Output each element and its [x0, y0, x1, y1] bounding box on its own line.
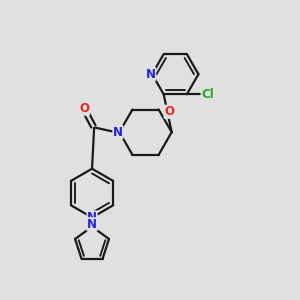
Text: N: N	[87, 218, 97, 231]
Text: O: O	[164, 105, 174, 118]
Text: O: O	[79, 102, 89, 115]
Text: N: N	[113, 126, 123, 139]
Text: Cl: Cl	[201, 88, 214, 101]
Text: N: N	[146, 68, 156, 81]
Text: N: N	[87, 211, 97, 224]
